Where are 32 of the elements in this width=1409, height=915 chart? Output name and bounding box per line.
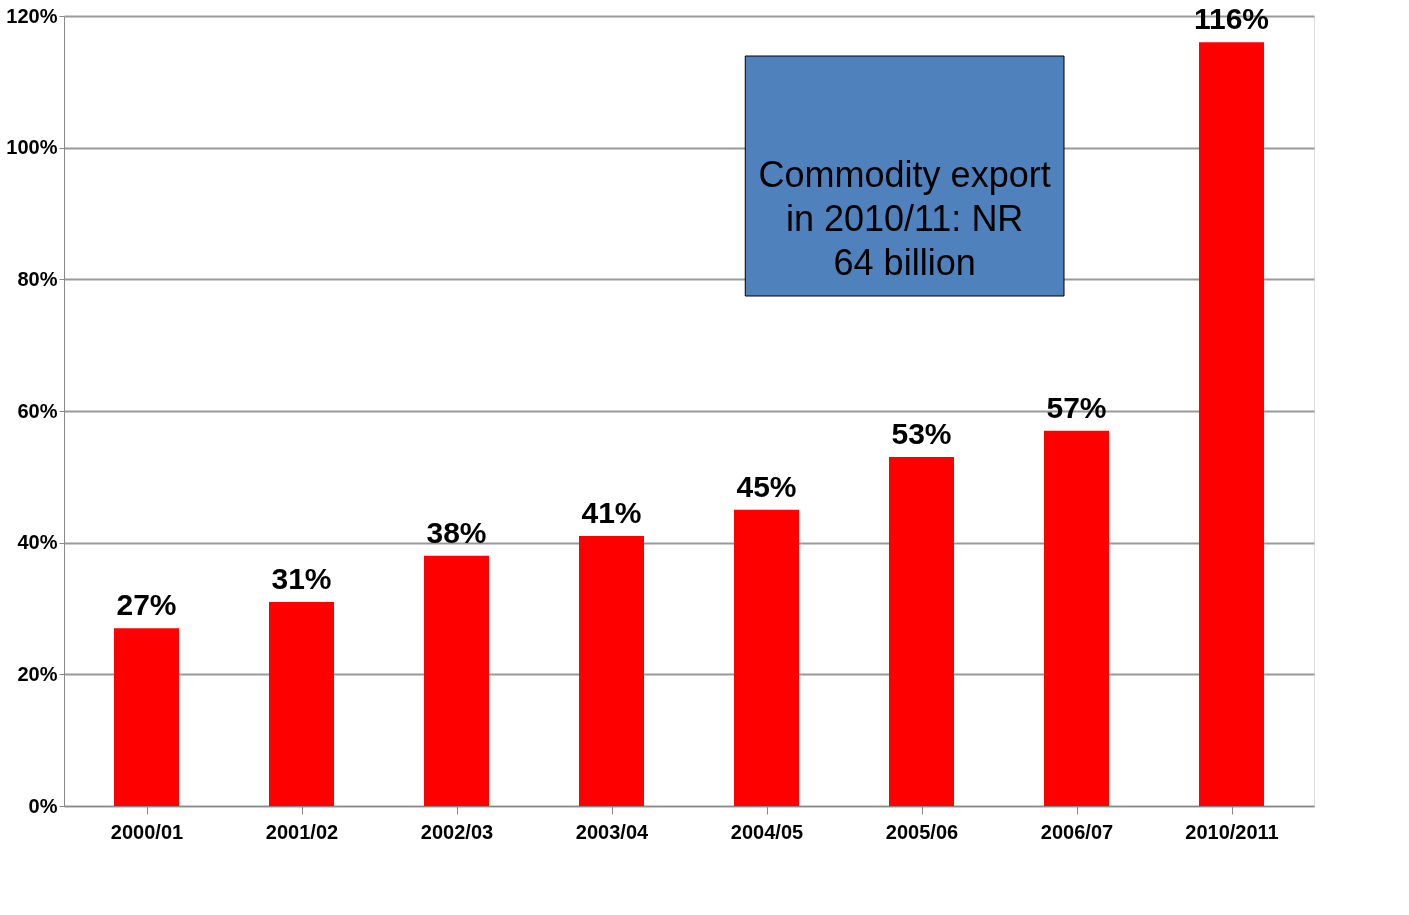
data-label: 41% [581, 496, 642, 530]
bar [1199, 42, 1264, 806]
x-tick-label: 2000/01 [110, 820, 184, 843]
bar [734, 509, 799, 806]
bar [889, 457, 954, 806]
bar [269, 601, 334, 806]
bar [579, 536, 644, 806]
y-tick-label: 80% [17, 267, 58, 290]
data-label: 116% [1193, 2, 1270, 36]
y-tick-label: 60% [17, 399, 58, 422]
x-tick-label: 2003/04 [575, 820, 650, 843]
x-tick-label: 2010/2011 [1185, 820, 1279, 843]
bar [424, 555, 489, 806]
data-label: 31% [271, 561, 332, 595]
y-tick-label: 0% [28, 794, 58, 817]
data-label: 27% [116, 588, 177, 622]
bar [1044, 430, 1109, 806]
y-tick-label: 40% [17, 531, 58, 554]
data-label: 38% [426, 515, 487, 549]
x-tick-label: 2002/03 [420, 820, 494, 843]
x-tick-label: 2005/06 [885, 820, 959, 843]
y-tick-label: 120% [6, 4, 58, 27]
bar [114, 628, 179, 806]
data-label: 45% [736, 469, 797, 503]
y-tick-label: 20% [17, 662, 58, 685]
x-tick-label: 2001/02 [265, 820, 339, 843]
annotation: Commodity export in 2010/11: NR 64 billion [758, 154, 1051, 283]
x-tick-label: 2004/05 [730, 820, 804, 843]
data-label: 53% [891, 417, 952, 451]
y-tick-label: 100% [6, 136, 58, 159]
data-label: 57% [1046, 390, 1107, 424]
x-tick-label: 2006/07 [1040, 820, 1114, 843]
